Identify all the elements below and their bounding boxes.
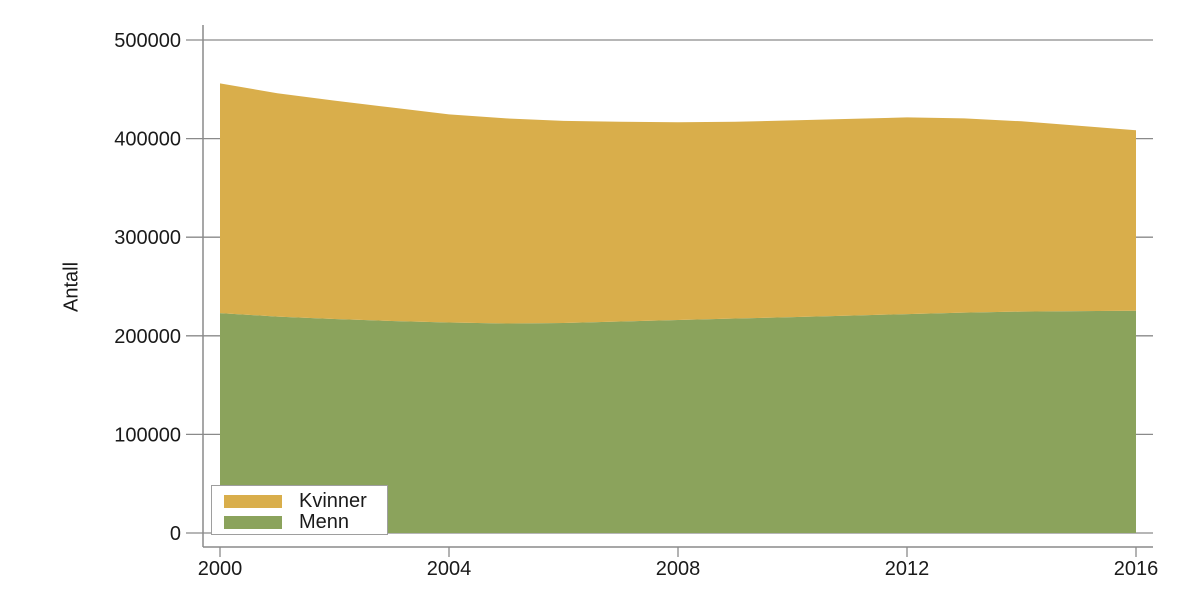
legend-row-kvinner: Kvinner (224, 491, 387, 512)
y-tick-label: 100000 (114, 424, 181, 446)
x-tick-label: 2000 (198, 558, 243, 580)
y-axis-title: Antall (60, 261, 83, 313)
legend-box: Kvinner Menn (211, 485, 388, 535)
legend-row-menn: Menn (224, 512, 387, 533)
legend-label-kvinner: Kvinner (299, 490, 367, 512)
legend-label-menn: Menn (299, 511, 350, 533)
y-tick-label: 400000 (114, 129, 181, 151)
area-kvinner (220, 83, 1136, 324)
x-tick-label: 2004 (427, 558, 472, 580)
y-tick-label: 0 (170, 523, 181, 545)
menn-color-swatch (224, 516, 282, 529)
y-tick-label: 200000 (114, 326, 181, 348)
kvinner-color-swatch (224, 495, 282, 508)
area-menn (220, 310, 1136, 533)
y-tick-label: 500000 (114, 30, 181, 52)
x-tick-label: 2016 (1114, 558, 1159, 580)
y-tick-label: 300000 (114, 227, 181, 249)
x-tick-label: 2008 (656, 558, 701, 580)
x-tick-label: 2012 (885, 558, 930, 580)
